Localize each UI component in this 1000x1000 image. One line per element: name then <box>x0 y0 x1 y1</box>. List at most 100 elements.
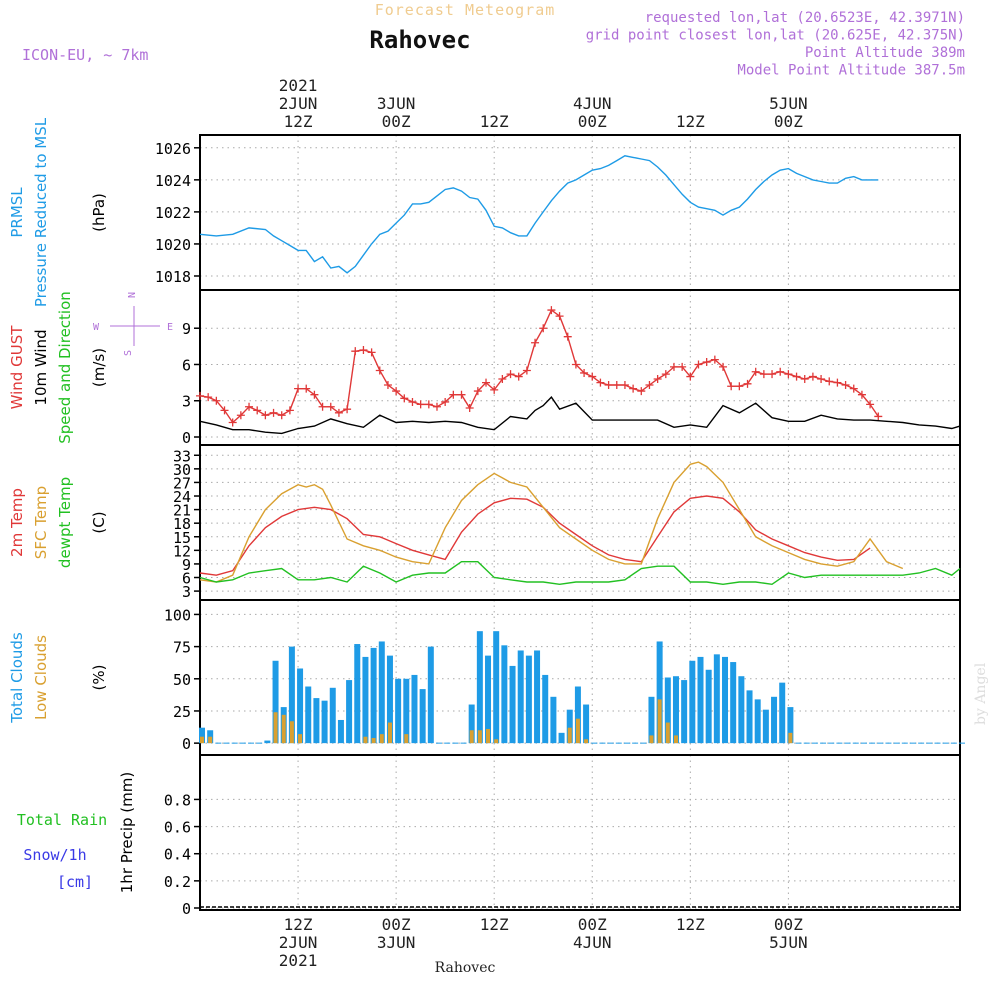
axis-label: 2m Temp <box>8 488 26 557</box>
bar <box>550 696 557 744</box>
bottom-time-label: 00Z <box>382 915 411 934</box>
bar <box>379 734 384 744</box>
top-time-label: 2021 <box>279 76 318 95</box>
data-point <box>482 378 491 387</box>
y-tick-label: 25 <box>173 703 191 721</box>
data-point <box>547 306 556 315</box>
info-line: Point Altitude 389m <box>805 45 965 61</box>
series-line <box>199 461 904 583</box>
bar <box>370 647 377 744</box>
bar <box>681 680 688 744</box>
bar <box>362 656 369 744</box>
panels: 1018 1020 1022 1024 1026 PRMSL Pressure Reduce… <box>8 117 965 918</box>
axis-label: 10m Wind <box>32 329 50 405</box>
bar <box>337 719 344 744</box>
bar <box>288 646 295 744</box>
bar <box>501 645 508 744</box>
axis-label: (C) <box>90 511 108 533</box>
bar <box>509 665 516 744</box>
series-temperature-1 <box>199 461 904 583</box>
data-point <box>620 381 629 390</box>
data-point <box>792 372 801 381</box>
data-point <box>702 358 711 367</box>
bar <box>705 669 712 744</box>
data-point <box>196 391 204 400</box>
footer-station: Rahovec <box>435 960 496 976</box>
y-tick-label: 27 <box>173 474 191 492</box>
data-point <box>204 393 213 402</box>
data-point <box>686 372 695 381</box>
series-wind-0 <box>196 306 883 427</box>
data-point <box>735 382 744 391</box>
y-tick-label: 3 <box>182 583 191 601</box>
bar <box>298 734 303 744</box>
bar <box>762 709 769 744</box>
bar <box>656 641 663 744</box>
data-point <box>825 377 834 386</box>
y-tick-label: 9 <box>182 320 191 338</box>
y-tick-label: 15 <box>173 529 191 547</box>
bar <box>494 739 499 744</box>
data-point <box>743 379 752 388</box>
data-point <box>580 368 589 377</box>
top-time-label: 3JUN <box>377 94 416 113</box>
data-point <box>808 372 817 381</box>
y-tick-label: 24 <box>173 488 191 506</box>
bar <box>697 656 704 744</box>
axis-label: (%) <box>90 665 108 691</box>
data-point <box>236 411 245 420</box>
y-tick-label: 1018 <box>155 268 191 286</box>
data-point <box>253 406 262 415</box>
series-line <box>199 395 961 435</box>
y-tick-label: 0.2 <box>164 873 191 891</box>
bar <box>476 631 483 744</box>
bar <box>371 737 376 744</box>
location-info: requested lon,lat (20.6523E, 42.3971N) gr… <box>586 10 965 79</box>
data-point <box>326 402 335 411</box>
data-point <box>751 367 760 376</box>
y-tick-label: 3 <box>182 393 191 411</box>
bar <box>657 699 662 744</box>
data-point <box>473 387 482 396</box>
data-point <box>465 403 474 412</box>
bottom-time-label: 4JUN <box>573 933 612 952</box>
data-point <box>841 381 850 390</box>
bar <box>321 700 328 744</box>
info-line: requested lon,lat (20.6523E, 42.3971N) <box>645 10 965 26</box>
watermark: by Angel <box>973 662 989 725</box>
data-point <box>588 372 597 381</box>
y-tick-label: 1020 <box>155 236 191 254</box>
grid <box>200 135 960 290</box>
y-tick-label: 0 <box>182 900 191 918</box>
bar <box>386 655 393 744</box>
info-line: grid point closest lon,lat (20.625E, 42.… <box>586 28 965 44</box>
side-label: [cm] <box>57 873 93 891</box>
data-point <box>596 378 605 387</box>
grid <box>200 290 960 445</box>
data-point <box>629 384 638 393</box>
bar <box>363 736 368 744</box>
data-point <box>351 347 360 356</box>
axis-label: dewpt Temp <box>56 477 74 568</box>
bar <box>689 660 696 744</box>
bar <box>387 722 392 744</box>
panel-precip: 0 0.2 0.4 0.6 0.8 1hr Precip (mm) Total Rain Sn… <box>17 754 961 918</box>
bar <box>297 668 304 744</box>
y-tick-label: 6 <box>182 356 191 374</box>
chart-title: Rahovec <box>369 26 470 54</box>
axis-label: 1hr Precip (mm) <box>118 772 136 893</box>
bottom-time-label: 12Z <box>676 915 705 934</box>
chart-subtitle: Forecast Meteogram <box>375 1 556 19</box>
bar <box>305 686 312 744</box>
top-time-label: 4JUN <box>573 94 612 113</box>
bar <box>272 660 279 744</box>
top-time-label: 12Z <box>676 112 705 131</box>
bar <box>771 696 778 744</box>
y-tick-label: 0 <box>182 429 191 447</box>
bar <box>649 735 654 744</box>
bar <box>665 722 670 744</box>
bar <box>788 732 793 744</box>
side-label: Total Rain <box>17 811 107 829</box>
data-point <box>367 348 376 357</box>
